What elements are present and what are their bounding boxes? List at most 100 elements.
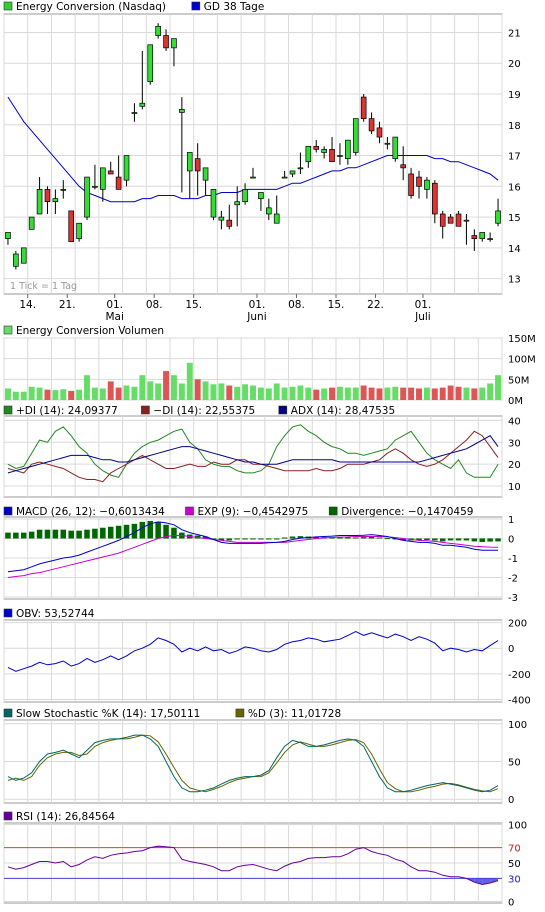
macd-divergence-bar	[60, 529, 67, 539]
volume-bar	[76, 389, 83, 400]
volume-bar	[400, 387, 407, 400]
price-candle-body	[202, 167, 209, 181]
macd-divergence-bar	[84, 529, 90, 539]
price-candle-body	[368, 118, 375, 132]
price-candle-body	[107, 170, 114, 175]
macd-divergence-bar	[313, 536, 320, 539]
macd-divergence-bar	[163, 524, 169, 539]
stochastic-legend-swatch	[3, 708, 13, 718]
volume-bar	[289, 386, 296, 400]
macd-legend-label: Divergence: −0,1470459	[341, 506, 473, 518]
stochastic-k-line	[7, 734, 499, 793]
macd-divergence-bar	[368, 536, 375, 539]
dmi-legend-label: ADX (14): 28,47535	[291, 405, 395, 417]
stochastic-panel: Slow Stochastic %K (14): 17,50111 %D (3):…	[3, 708, 527, 806]
volume-bar	[352, 387, 359, 400]
obv-ytick-label: -200	[508, 670, 531, 681]
volume-bar	[250, 385, 256, 400]
macd-divergence-bar	[266, 538, 272, 540]
volume-bar	[344, 387, 351, 400]
price-note: 1 Tick = 1 Tag	[10, 281, 77, 292]
volume-ytick-label: 50M	[508, 375, 529, 386]
price-xtick-label: 22.	[367, 299, 384, 311]
volume-bar	[431, 388, 438, 400]
macd-ytick-label: -3	[508, 593, 518, 604]
macd-divergence-bar	[202, 536, 209, 539]
macd-divergence-bar	[5, 532, 11, 539]
macd-divergence-bar	[424, 538, 430, 541]
volume-bar	[194, 379, 201, 400]
price-candle-body	[20, 247, 27, 264]
dmi-ytick-label: 10	[508, 482, 521, 493]
macd-divergence-bar	[289, 536, 296, 539]
price-xtick-label: 01.	[415, 299, 432, 311]
dmi-legend-label: −DI (14): 22,55375	[153, 405, 255, 417]
rsi-oversold-area	[474, 878, 483, 885]
price-candle-body	[455, 213, 462, 227]
price-candle-body	[281, 176, 288, 179]
dmi-ytick-label: 40	[508, 416, 521, 427]
price-candle-body	[337, 155, 343, 157]
price-candle-body	[400, 164, 406, 169]
rsi-legend-label: RSI (14): 26,84564	[16, 811, 115, 823]
price-candle-body	[5, 232, 11, 239]
macd-divergence-bar	[123, 524, 130, 539]
price-candle-body	[44, 189, 51, 203]
volume-ytick-label: 100M	[508, 355, 536, 366]
volume-bar	[107, 381, 114, 400]
price-candle-body	[424, 179, 430, 190]
volume-bar	[471, 388, 478, 400]
price-candle-body	[139, 102, 146, 107]
price-legend-swatch	[3, 1, 13, 11]
price-candle-body	[115, 176, 122, 190]
obv-legend-label: OBV: 53,52744	[16, 608, 95, 620]
price-candle-body	[345, 139, 351, 159]
price-ytick-label: 17	[508, 152, 521, 163]
price-candle-body	[68, 210, 74, 243]
stochastic-ytick-label: 0	[508, 795, 514, 806]
macd-divergence-bar	[479, 538, 486, 542]
price-candle-body	[242, 189, 248, 203]
price-xtick-label: 15.	[328, 299, 345, 311]
volume-bar	[28, 386, 35, 400]
macd-divergence-bar	[352, 537, 359, 539]
price-candle-body	[471, 235, 478, 239]
price-candle-body	[186, 152, 193, 172]
macd-divergence-bar	[432, 538, 438, 541]
macd-divergence-bar	[115, 525, 122, 539]
macd-divergence-bar	[52, 529, 59, 539]
macd-divergence-bar	[337, 536, 343, 539]
macd-divergence-bar	[471, 538, 478, 542]
rsi-oversold-area	[490, 878, 499, 883]
price-ytick-label: 13	[508, 275, 521, 286]
macd-divergence-bar	[384, 538, 391, 540]
price-legend-label: GD 38 Tage	[204, 1, 264, 13]
volume-bar	[360, 385, 367, 400]
price-candle-body	[392, 136, 399, 159]
macd-line	[7, 521, 499, 573]
volume-bar	[273, 383, 280, 400]
volume-bar	[163, 371, 170, 400]
dmi-panel: +DI (14): 24,09377 −DI (14): 22,55375 ADX …	[3, 405, 521, 498]
dmi-ytick-label: 30	[508, 438, 521, 449]
macd-divergence-bar	[439, 538, 446, 542]
volume-panel: Energy Conversion Volumen 0M 50M 100M 150M	[3, 325, 536, 407]
obv-panel: OBV: 53,52744 -400 -200 0 200	[3, 608, 531, 706]
price-candle-body	[36, 189, 43, 215]
price-ytick-label: 19	[508, 90, 521, 101]
macd-ytick-label: 0	[508, 534, 514, 545]
volume-bar	[115, 387, 122, 400]
dmi-ytick-label: 20	[508, 460, 521, 471]
price-xtick-label: 15.	[185, 299, 202, 311]
price-candle-body	[408, 173, 414, 196]
volume-bar	[392, 386, 399, 400]
macd-divergence-bar	[495, 538, 501, 542]
dmi-legend-swatch	[278, 405, 288, 415]
price-candle-body	[171, 38, 177, 49]
volume-bar	[336, 386, 343, 400]
macd-divergence-bar	[463, 538, 470, 541]
price-candle-body	[84, 176, 90, 218]
macd-divergence-bar	[360, 537, 367, 539]
macd-divergence-bar	[242, 538, 248, 540]
volume-bar	[408, 387, 415, 400]
